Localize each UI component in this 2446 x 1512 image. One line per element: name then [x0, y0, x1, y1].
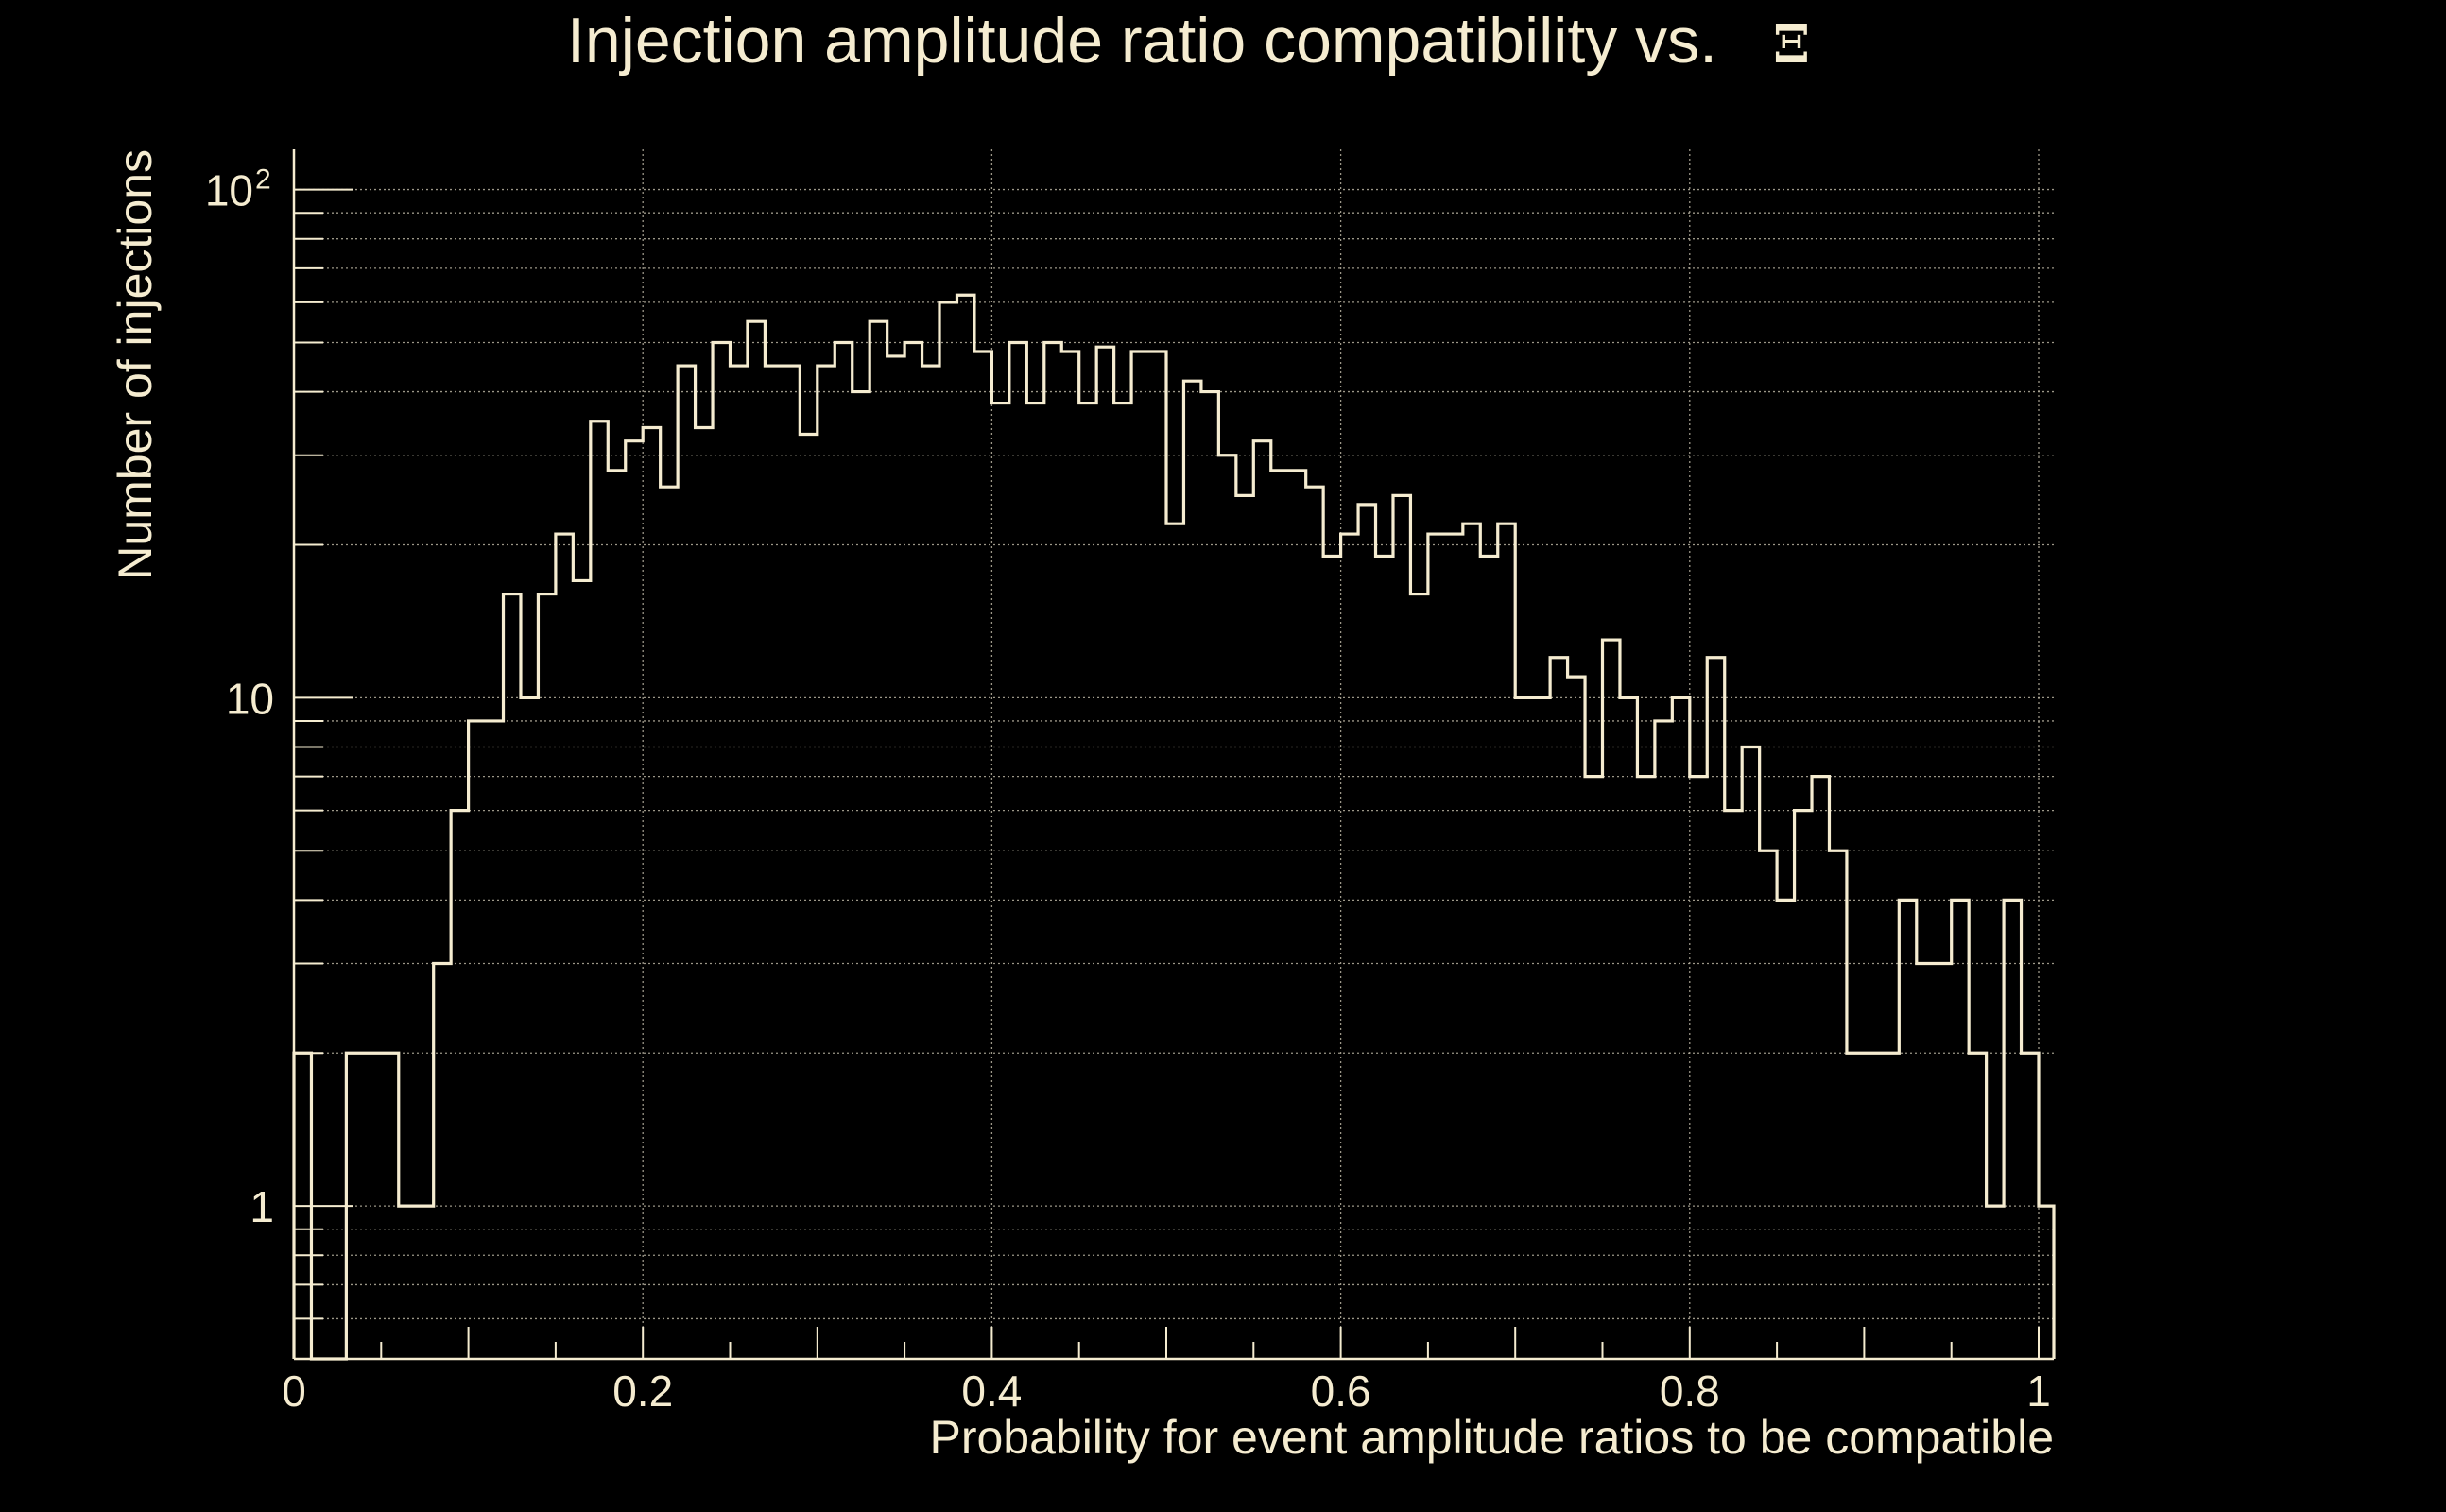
x-tick-label: 0.6 [1311, 1366, 1371, 1416]
x-tick-label: 0.8 [1660, 1366, 1720, 1416]
axes [292, 149, 2054, 1361]
x-tick-labels: 0 0.2 0.4 0.6 0.8 1 [282, 1366, 2051, 1416]
y-tick-label-exponent: 2 [255, 164, 271, 196]
y-tick-label: 1 [250, 1182, 274, 1231]
x-tick-label: 0 [282, 1366, 306, 1416]
chart-title-text: Injection amplitude ratio compatibility … [567, 5, 1717, 77]
grid-lines [293, 149, 2054, 1360]
y-axis-label: Number of injections [109, 149, 162, 580]
y-tick-label: 10 [226, 674, 274, 723]
x-tick-label: 1 [2026, 1366, 2051, 1416]
histogram-series-outline [292, 293, 2056, 1361]
x-axis-label: Probability for event amplitude ratios t… [929, 1411, 2054, 1464]
chart-title-symbol: Ξ [1773, 13, 1810, 76]
x-tick-label: 0.4 [961, 1366, 1022, 1416]
y-tick-label: 10 [205, 166, 253, 215]
chart-title: Injection amplitude ratio compatibility … [567, 5, 1810, 77]
x-tick-label: 0.2 [612, 1366, 673, 1416]
